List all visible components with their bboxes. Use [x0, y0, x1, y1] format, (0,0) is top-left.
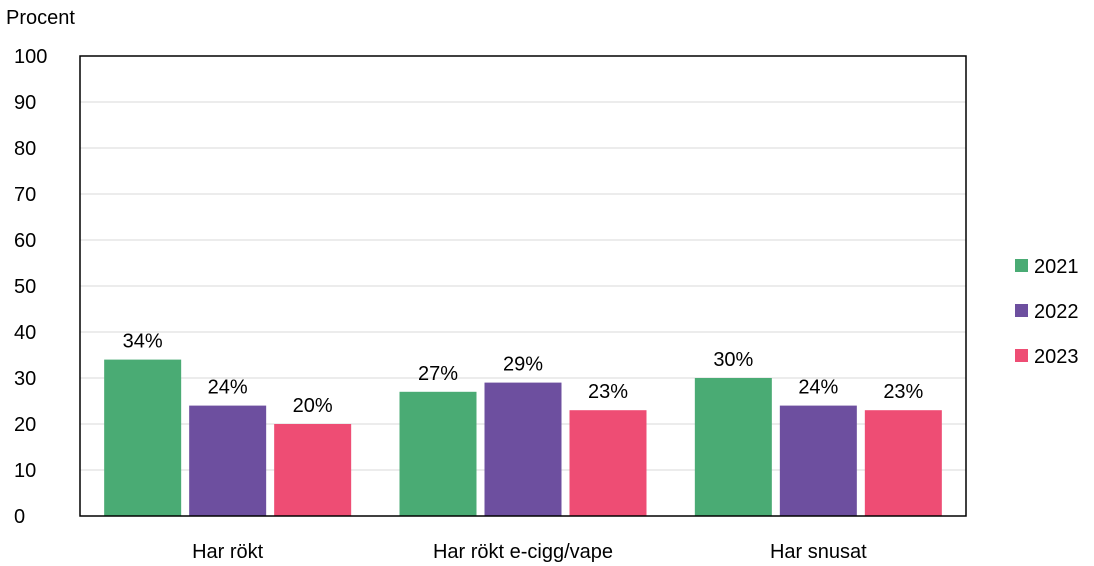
plot-area-border	[79, 55, 967, 517]
data-labels: 34% 24% 20% 27% 29% 23% 30% 24% 23%	[123, 331, 924, 417]
bar-2021	[399, 391, 477, 516]
y-tick-label: 100	[14, 46, 47, 68]
y-tick-label: 30	[14, 368, 36, 390]
data-label: 24%	[798, 377, 838, 399]
y-tick-label: 90	[14, 92, 36, 114]
bar-2023	[864, 410, 942, 516]
legend-swatch-2021	[1015, 259, 1028, 272]
bars	[104, 359, 942, 516]
x-category-label: Har rökt	[192, 541, 264, 563]
y-axis-title: Procent	[6, 7, 75, 29]
legend-label: 2022	[1034, 301, 1079, 323]
y-tick-label: 40	[14, 322, 36, 344]
data-label: 29%	[503, 354, 543, 376]
y-tick-label: 80	[14, 138, 36, 160]
y-tick-label: 50	[14, 276, 36, 298]
y-tick-label: 70	[14, 184, 36, 206]
x-category-label: Har rökt e-cigg/vape	[433, 541, 613, 563]
data-label: 20%	[293, 395, 333, 417]
y-tick-label: 10	[14, 460, 36, 482]
y-axis-ticks: 0 10 20 30 40 50 60 70 80 90 100	[14, 46, 47, 528]
x-axis-categories: Har rökt Har rökt e-cigg/vape Har snusat	[192, 541, 867, 563]
legend-label: 2023	[1034, 346, 1079, 368]
data-label: 27%	[418, 363, 458, 385]
bar-2023	[569, 410, 647, 516]
bar-2022	[779, 405, 857, 516]
y-tick-label: 0	[14, 506, 25, 528]
legend-swatch-2022	[1015, 304, 1028, 317]
bar-2021	[104, 359, 182, 516]
data-label: 34%	[123, 331, 163, 353]
legend-swatch-2023	[1015, 349, 1028, 362]
legend-label: 2021	[1034, 256, 1079, 278]
y-tick-label: 60	[14, 230, 36, 252]
bar-2023	[274, 424, 352, 516]
data-label: 23%	[883, 381, 923, 403]
bar-2022	[484, 382, 562, 516]
x-category-label: Har snusat	[770, 541, 867, 563]
bar-2022	[189, 405, 267, 516]
data-label: 24%	[208, 377, 248, 399]
data-label: 23%	[588, 381, 628, 403]
data-label: 30%	[713, 349, 753, 371]
legend: 2021 2022 2023	[1015, 256, 1079, 368]
bar-2021	[694, 378, 772, 516]
y-tick-label: 20	[14, 414, 36, 436]
